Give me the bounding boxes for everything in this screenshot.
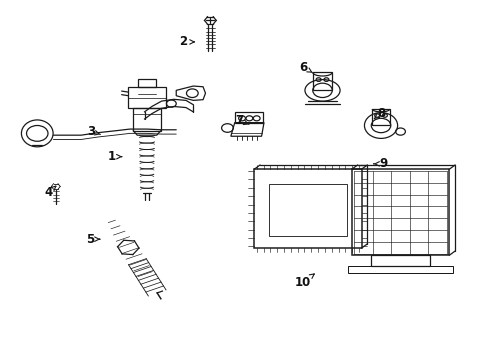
Text: 4: 4 (44, 186, 56, 199)
Bar (133, 108, 160, 131)
Text: 1: 1 (107, 150, 122, 163)
Text: 5: 5 (85, 233, 100, 246)
Text: 10: 10 (294, 274, 314, 289)
Bar (128, 87, 165, 108)
Bar (138, 79, 156, 87)
Bar (254, 169, 361, 248)
Bar (234, 112, 263, 123)
Bar (371, 109, 389, 126)
Text: 8: 8 (373, 107, 385, 120)
Bar (351, 169, 448, 255)
Text: 3: 3 (87, 125, 100, 138)
Text: 7: 7 (235, 114, 248, 127)
Bar (312, 72, 331, 90)
Text: 2: 2 (179, 35, 194, 49)
Text: 6: 6 (298, 60, 312, 73)
Text: 9: 9 (373, 157, 387, 170)
Bar (370, 255, 429, 266)
Bar (268, 184, 346, 235)
Bar (347, 266, 452, 273)
